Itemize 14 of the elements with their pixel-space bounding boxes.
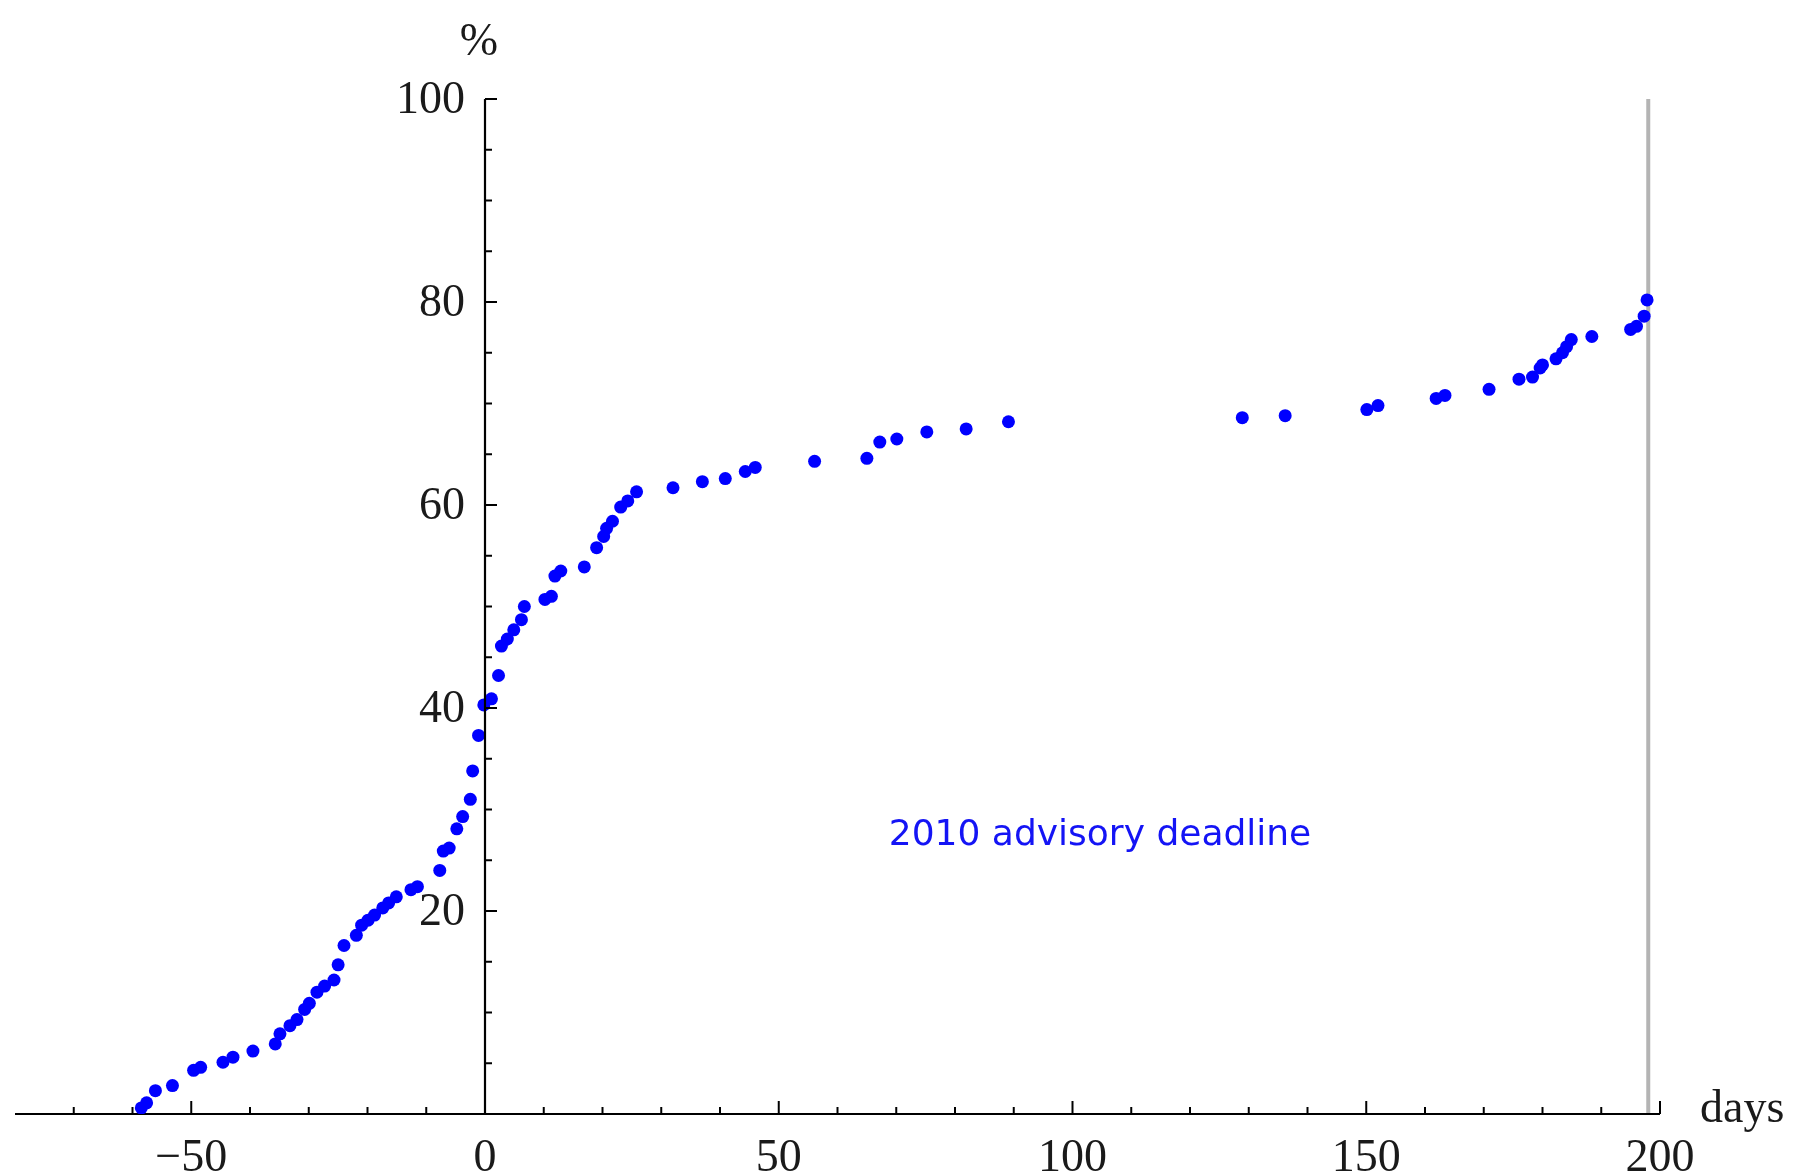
y-tick-label: 40 [419,680,465,732]
x-tick-label: 150 [1331,1130,1401,1174]
y-axis-title: % [459,14,499,65]
x-tick-label: 50 [755,1130,802,1174]
y-tick-label: 80 [419,274,465,326]
x-tick-label: 200 [1625,1130,1695,1174]
x-tick-label: 100 [1038,1130,1107,1174]
y-tick-label: 60 [419,477,465,529]
x-tick-label: −50 [155,1130,228,1174]
x-axis-title: days [1700,1081,1785,1132]
annotation: 2010 advisory deadline [888,811,1312,853]
y-tick-label: 100 [396,71,465,123]
x-tick-label: 0 [473,1130,497,1174]
y-tick-label: 20 [419,883,465,935]
